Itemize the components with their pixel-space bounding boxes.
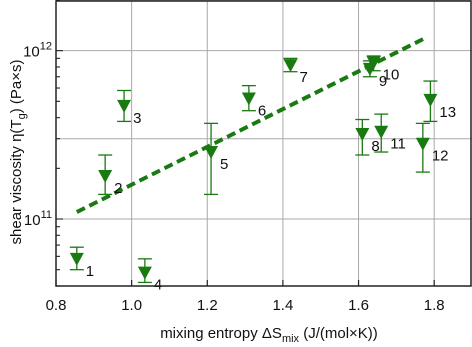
x-tick-label: 1.0: [121, 297, 142, 314]
y-tick-label: 1012: [23, 41, 52, 61]
x-tick-label: 1.8: [424, 297, 445, 314]
data-point: [117, 99, 132, 113]
data-point: [283, 59, 298, 73]
data-point: [98, 170, 113, 184]
x-axis-title: mixing entropy ΔSmix (J/(mol×K)): [160, 325, 378, 345]
data-point: [69, 252, 84, 266]
plot-frame: [55, 0, 472, 287]
data-point: [423, 93, 438, 107]
point-label: 9: [379, 73, 387, 90]
point-label: 6: [258, 102, 266, 119]
data-point: [415, 137, 430, 151]
data-point: [241, 92, 256, 106]
point-label: 5: [220, 156, 228, 173]
data-point: [204, 146, 219, 160]
data-point: [137, 266, 152, 280]
point-label: 12: [432, 148, 449, 165]
x-tick-label: 1.4: [272, 297, 293, 314]
data-markers: [69, 56, 438, 280]
point-label: 4: [154, 277, 162, 294]
point-label: 13: [439, 104, 456, 121]
y-tick-label: 1011: [24, 209, 52, 229]
x-tick-label: 1.6: [348, 297, 369, 314]
point-label: 3: [133, 110, 141, 127]
x-tick-label: 0.8: [46, 297, 67, 314]
x-tick-label: 1.2: [197, 297, 218, 314]
point-label: 1: [86, 263, 94, 280]
point-label: 2: [114, 180, 122, 197]
point-label: 7: [299, 69, 307, 86]
point-label: 8: [371, 138, 379, 155]
grid-lines: [55, 0, 472, 287]
y-tick-labels: 1011 1012: [23, 41, 52, 229]
y-axis-title: shear viscosity η(Tg) (Pa×s): [8, 60, 28, 245]
data-point: [366, 56, 381, 70]
data-point: [374, 125, 389, 139]
data-point: [355, 127, 370, 141]
error-bars: [69, 55, 438, 284]
x-tick-labels: 0.8 1.0 1.2 1.4 1.6 1.8: [46, 297, 445, 314]
axis-ticks: [55, 0, 435, 287]
point-label: 11: [390, 136, 406, 153]
point-label: 10: [383, 67, 400, 84]
